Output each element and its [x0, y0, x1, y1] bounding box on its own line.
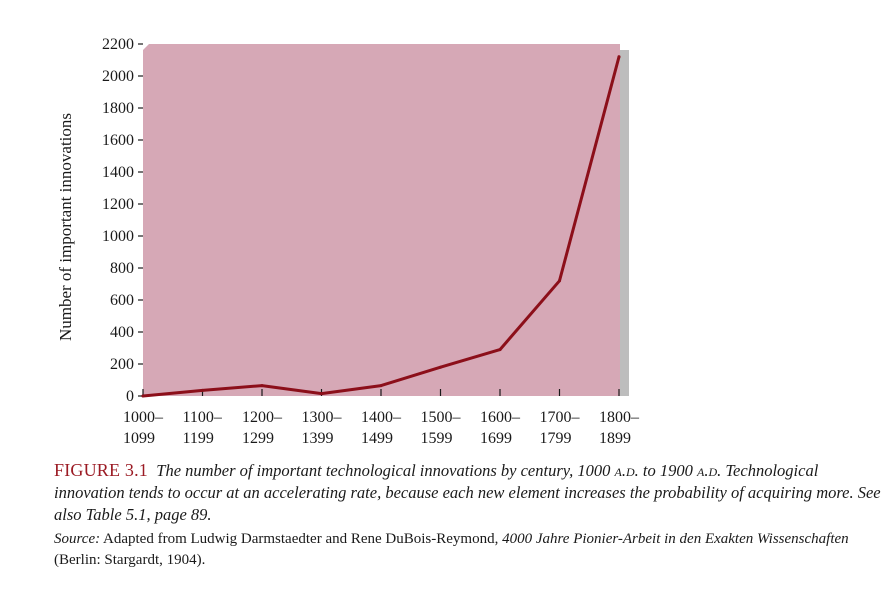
source-book-title: 4000 Jahre Pionier-Arbeit in den Exakten… — [502, 531, 849, 547]
data-point — [379, 384, 383, 388]
y-tick-label: 1200 — [102, 196, 134, 213]
y-axis-label: Number of important innovations — [56, 113, 75, 341]
figure-label: FIGURE 3.1 — [54, 460, 149, 480]
source-text-1: Adapted from Ludwig Darmstaedter and Ren… — [100, 531, 503, 547]
innovations-chart: Number of important innovations 0 200 400 6… — [56, 36, 640, 447]
y-tick-label: 1600 — [102, 132, 134, 149]
x-tick-label-top: 1500– — [421, 409, 462, 426]
y-tick-label: 1800 — [102, 100, 134, 117]
x-tick-label-bottom: 1899 — [599, 430, 631, 447]
source-text-2: (Berlin: Stargardt, 1904). — [54, 552, 206, 568]
y-tick-label: 0 — [126, 388, 134, 405]
y-tick-label: 1000 — [102, 228, 134, 245]
caption-ad-1: a.d. — [614, 461, 639, 480]
caption-ad-2: a.d. — [697, 461, 722, 480]
data-point — [558, 279, 561, 283]
y-tick-label: 800 — [110, 260, 134, 277]
x-tick-label-top: 1000– — [123, 409, 164, 426]
x-tick-label-top: 1700– — [540, 409, 581, 426]
data-point — [498, 348, 502, 352]
x-tick-label-bottom: 1099 — [123, 430, 155, 447]
y-tick-label: 2000 — [102, 68, 134, 85]
data-point — [439, 365, 442, 369]
x-tick-label-top: 1800– — [599, 409, 640, 426]
x-tick-label-bottom: 1499 — [361, 430, 393, 447]
data-point — [201, 388, 204, 392]
y-tick-label: 200 — [110, 356, 134, 373]
figure-caption: FIGURE 3.1 The number of important techn… — [54, 459, 884, 526]
x-tick-label-top: 1300– — [302, 409, 343, 426]
source-label: Source: — [54, 531, 101, 547]
x-tick-label-top: 1100– — [183, 409, 223, 426]
plot-shadow — [620, 50, 629, 396]
x-tick-label-bottom: 1799 — [540, 430, 572, 447]
caption-text-3: Technological innovation tends to occur … — [54, 461, 881, 524]
data-point — [617, 55, 621, 59]
plot-area: 0 200 400 600 800 1000 1200 1400 1600 1800 2000 220… — [102, 36, 640, 447]
x-tick-label-bottom: 1699 — [480, 430, 512, 447]
y-tick-label: 2200 — [102, 36, 134, 53]
caption-text-2: to 1900 — [638, 461, 698, 480]
y-tick-label: 400 — [110, 324, 134, 341]
x-tick-label-bottom: 1599 — [421, 430, 453, 447]
x-tick-label-top: 1600– — [480, 409, 521, 426]
source-note: Source: Adapted from Ludwig Darmstaedter… — [54, 529, 884, 571]
x-tick-label-top: 1400– — [361, 409, 402, 426]
data-point — [320, 392, 323, 396]
y-tick-label: 1400 — [102, 164, 134, 181]
data-point — [141, 394, 145, 398]
x-tick-label-bottom: 1199 — [183, 430, 214, 447]
x-tick-label-top: 1200– — [242, 409, 283, 426]
x-tick-label-bottom: 1399 — [302, 430, 334, 447]
caption-text-1: The number of important technological in… — [156, 461, 615, 480]
plot-background — [143, 44, 620, 396]
x-tick-label-bottom: 1299 — [242, 430, 274, 447]
data-point — [260, 384, 264, 388]
y-tick-label: 600 — [110, 292, 134, 309]
